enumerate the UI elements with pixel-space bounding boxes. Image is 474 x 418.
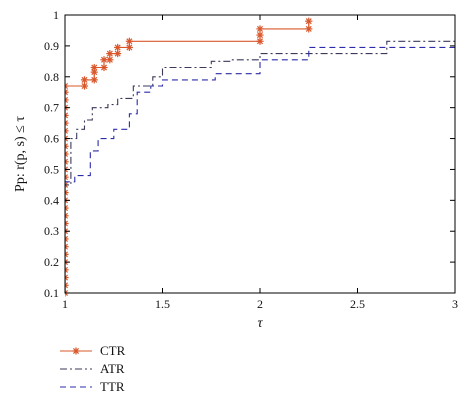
series-marker-ctr	[256, 31, 264, 39]
series-atr	[65, 40, 455, 293]
legend-item-ttr: TTR	[60, 379, 125, 394]
series-marker-ctr	[106, 56, 114, 64]
x-tick-label: 1	[62, 297, 68, 311]
x-tick-label: 2	[257, 297, 263, 311]
series-marker-ctr	[100, 63, 108, 72]
y-tick-label: 0.6	[44, 132, 59, 146]
legend: CTR ATR TTR	[60, 343, 126, 394]
legend-label-ttr: TTR	[100, 379, 125, 394]
y-tick-label: 0.1	[44, 286, 59, 300]
series-marker-ctr	[80, 76, 89, 84]
y-axis-ticks: 0.1 0.2 0.3 0.4 0.5 0.6 0.7 0.8 0.9 1	[44, 8, 455, 300]
legend-item-atr: ATR	[60, 361, 125, 376]
series-marker-ctr	[256, 25, 264, 33]
x-tick-label: 1.5	[155, 297, 170, 311]
series-marker-ctr	[114, 43, 122, 52]
series-marker-ctr	[305, 25, 313, 33]
y-axis-label: Pp: r(p, s) ≤ τ	[13, 116, 28, 192]
series-line-atr	[65, 40, 455, 293]
series-marker-ctr	[90, 63, 98, 72]
y-tick-label: 0.7	[44, 101, 59, 115]
series-marker-ctr	[256, 37, 264, 45]
y-tick-label: 1	[53, 8, 59, 22]
series-line-ttr	[65, 46, 455, 293]
y-tick-label: 0.8	[44, 70, 59, 84]
series-marker-ctr	[305, 17, 313, 25]
y-tick-label: 0.3	[44, 224, 59, 238]
series-ttr	[65, 46, 455, 293]
y-tick-label: 0.4	[44, 193, 59, 207]
x-tick-label: 3	[452, 297, 458, 311]
x-axis-ticks: 1 1.5 2 2.5 3	[62, 15, 458, 311]
series-marker-ctr	[80, 82, 89, 90]
legend-marker-ctr	[72, 347, 80, 355]
x-axis-label: τ	[257, 316, 263, 331]
legend-label-ctr: CTR	[100, 343, 126, 358]
legend-label-atr: ATR	[100, 361, 125, 376]
series-marker-ctr	[114, 50, 122, 58]
x-tick-label: 2.5	[350, 297, 365, 311]
series-marker-ctr	[90, 76, 98, 84]
y-tick-label: 0.2	[44, 255, 59, 269]
legend-item-ctr: CTR	[60, 343, 126, 358]
y-tick-label: 0.9	[44, 39, 59, 53]
series-marker-ctr	[125, 37, 133, 45]
series-marker-ctr	[125, 43, 133, 52]
y-tick-label: 0.5	[44, 162, 59, 176]
series-marker-ctr	[106, 50, 114, 58]
